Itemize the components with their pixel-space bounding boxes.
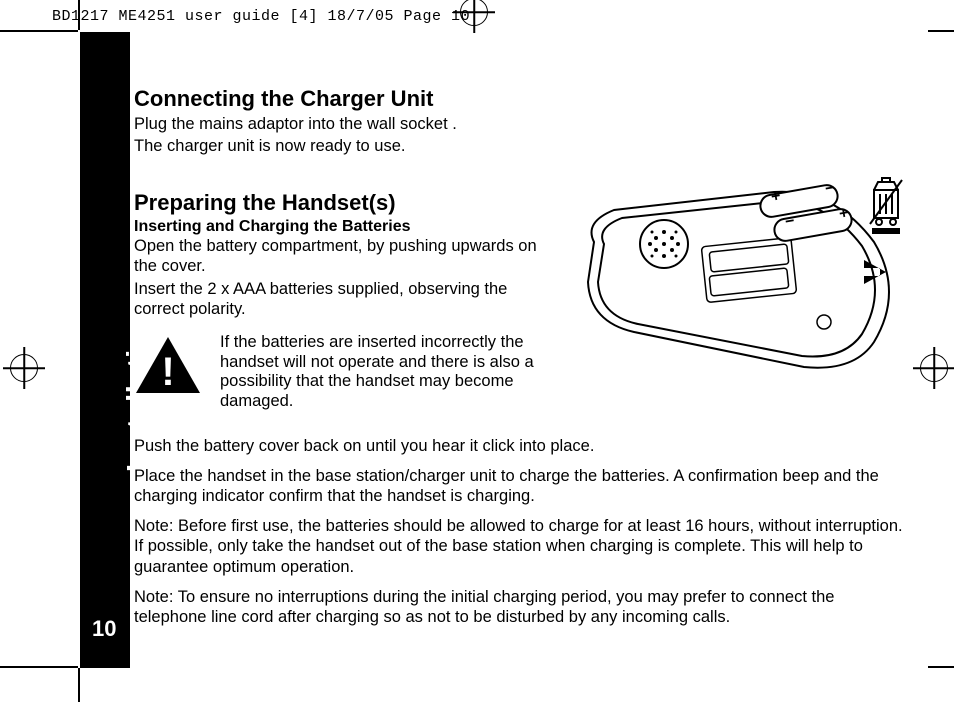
svg-text:!: !: [161, 350, 174, 394]
section-subtitle: Inserting and Charging the Batteries: [134, 218, 556, 236]
body-text: Note: To ensure no interruptions during …: [134, 587, 904, 627]
crop-mark: [0, 666, 78, 668]
svg-text:+: +: [770, 188, 782, 206]
section-title-charger: Connecting the Charger Unit: [134, 86, 904, 112]
warning-text: If the batteries are inserted incorrectl…: [220, 333, 556, 412]
crop-mark: [928, 30, 954, 32]
prepress-header: BD1217 ME4251 user guide [4] 18/7/05 Pag…: [52, 8, 470, 25]
crop-mark: [928, 666, 954, 668]
registration-mark: [460, 0, 488, 26]
body-text: Push the battery cover back on until you…: [134, 436, 904, 456]
sidebar-tab: Installation 10: [80, 32, 130, 668]
warning-icon: !: [134, 335, 202, 395]
registration-mark: [10, 354, 38, 382]
svg-text:+: +: [838, 205, 850, 223]
body-text: The charger unit is now ready to use.: [134, 136, 904, 156]
crop-mark: [78, 0, 80, 30]
page-content: Connecting the Charger Unit Plug the mai…: [134, 78, 904, 629]
crop-mark: [78, 668, 80, 702]
body-text: Open the battery compartment, by pushing…: [134, 236, 556, 276]
section-title-handset: Preparing the Handset(s): [134, 190, 556, 216]
warning-block: ! If the batteries are inserted incorrec…: [134, 333, 556, 412]
body-text: Insert the 2 x AAA batteries supplied, o…: [134, 279, 556, 319]
registration-mark: [920, 354, 948, 382]
svg-text:−: −: [824, 182, 836, 198]
crop-mark: [0, 30, 78, 32]
weee-no-bin-icon: [862, 176, 910, 236]
handset-battery-illustration: + − − +: [574, 182, 904, 382]
body-text: Plug the mains adaptor into the wall soc…: [134, 114, 904, 134]
body-text: Place the handset in the base station/ch…: [134, 466, 904, 506]
page-number: 10: [92, 616, 116, 642]
body-text: Note: Before first use, the batteries sh…: [134, 516, 904, 576]
